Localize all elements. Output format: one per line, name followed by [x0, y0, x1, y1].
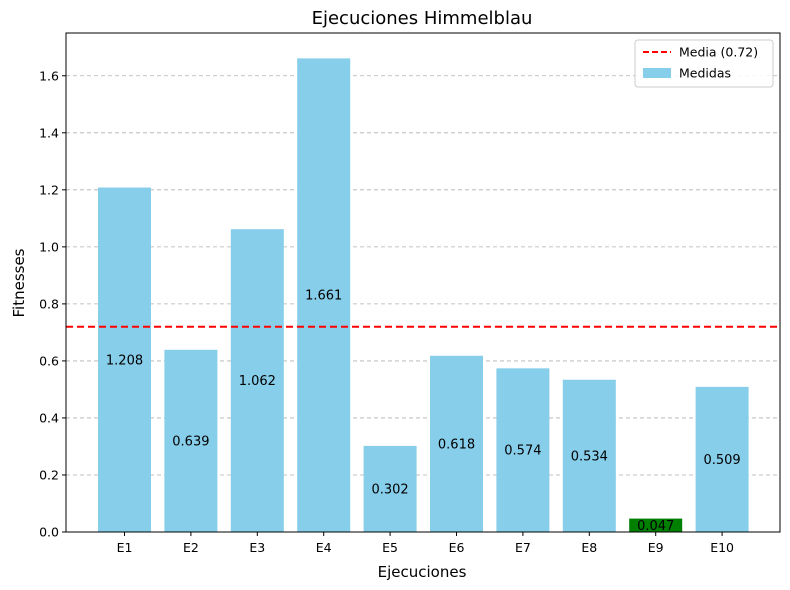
y-tick-label: 1.6 — [39, 68, 59, 83]
bar-value-label: 0.618 — [438, 437, 475, 452]
x-tick-label: E9 — [648, 540, 664, 555]
bar-value-label: 1.062 — [239, 374, 276, 389]
y-tick-label: 0.4 — [39, 410, 59, 425]
plot-frame — [65, 32, 781, 533]
bar-E9 — [629, 518, 683, 532]
x-tick-label: E3 — [249, 540, 265, 555]
y-tick-label: 1.0 — [39, 239, 59, 254]
y-tick-label: 0.2 — [39, 467, 59, 482]
x-tick-label: E7 — [515, 540, 531, 555]
bar-value-label: 0.047 — [637, 519, 674, 534]
x-tick-label: E10 — [710, 540, 734, 555]
legend-bar-swatch — [643, 68, 671, 78]
bar-value-label: 0.639 — [172, 434, 209, 449]
bar-value-label: 0.574 — [504, 444, 541, 459]
bar-value-label: 0.534 — [571, 449, 608, 464]
bar-E4 — [297, 58, 351, 532]
bar-E2 — [164, 349, 218, 532]
bar-value-label: 1.208 — [106, 353, 143, 368]
y-tick-label: 0.8 — [39, 296, 59, 311]
legend: Media (0.72) Medidas — [634, 39, 774, 88]
x-tick-label: E6 — [449, 540, 465, 555]
bar-E6 — [430, 355, 483, 532]
y-tick-label: 0.6 — [39, 353, 59, 368]
y-tick-label: 0.0 — [39, 525, 59, 540]
y-axis-label: Fitnesses — [10, 248, 28, 317]
x-axis-ticks: E1 E2 E3 E4 E5 E6 E7 E8 E9 E10 — [117, 532, 734, 555]
bar-value-label: 0.509 — [703, 453, 740, 468]
x-tick-label: E1 — [117, 540, 133, 555]
y-tick-label: 1.2 — [39, 182, 59, 197]
y-axis-ticks: 0.0 0.2 0.4 0.6 0.8 1.0 1.2 1.4 1.6 — [39, 68, 66, 540]
x-tick-label: E8 — [581, 540, 597, 555]
bar-value-label: 0.302 — [371, 482, 408, 497]
bar-value-label: 1.661 — [305, 289, 342, 304]
x-axis-label: Ejecuciones — [378, 563, 467, 581]
bar-E10 — [695, 386, 749, 532]
legend-entry-label: Medidas — [679, 66, 731, 81]
bar-E5 — [363, 445, 417, 532]
bar-E8 — [562, 379, 616, 532]
bars — [98, 58, 749, 532]
x-tick-label: E2 — [183, 540, 199, 555]
y-tick-label: 1.4 — [39, 125, 59, 140]
bar-E7 — [496, 368, 550, 532]
bar-E1 — [98, 187, 151, 532]
chart-title: Ejecuciones Himmelblau — [312, 8, 533, 29]
bar-value-labels: 1.208 0.639 1.062 1.661 0.302 0.618 0.574 0.534… — [106, 289, 741, 534]
legend-entry-label: Media (0.72) — [679, 45, 758, 60]
x-tick-label: E4 — [316, 540, 332, 555]
bar-E3 — [230, 229, 284, 532]
x-tick-label: E5 — [382, 540, 398, 555]
